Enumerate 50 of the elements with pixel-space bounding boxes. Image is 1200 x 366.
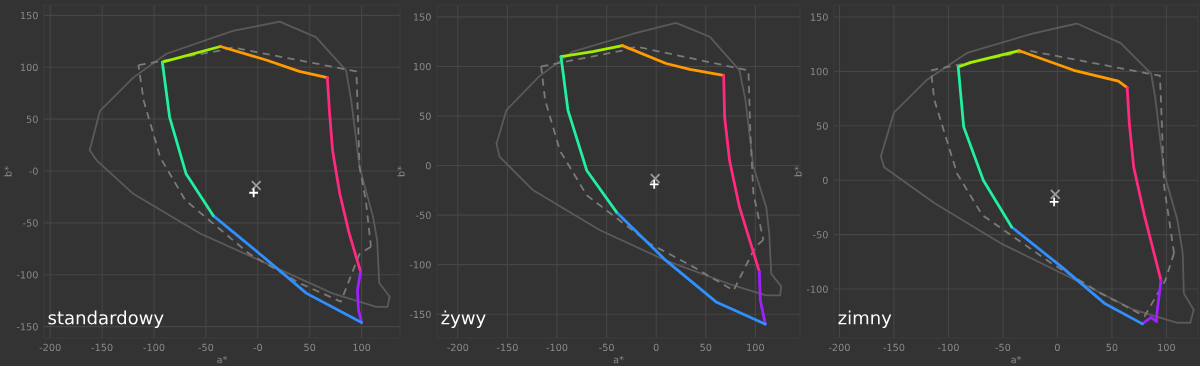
y-tick-label: 150 [810, 13, 828, 21]
y-tick-label: -100 [16, 271, 38, 279]
x-tick-label: -50 [995, 343, 1011, 352]
x-tick-label: -150 [496, 343, 518, 352]
y-tick-label: 50 [26, 115, 38, 123]
x-tick-label: -50 [198, 343, 214, 352]
annotation: standardowy [48, 310, 164, 329]
y-tick-label: -0 [29, 167, 38, 175]
x-tick-label: -200 [39, 343, 61, 352]
y-tick-label: -150 [16, 323, 38, 331]
x-tick-label: 0 [1054, 343, 1060, 352]
x-tick-label: 50 [700, 343, 712, 352]
x-tick-label: -100 [937, 343, 959, 352]
y-tick-label: -100 [806, 285, 828, 293]
y-tick-label: 150 [413, 13, 431, 21]
y-tick-label: 50 [419, 112, 431, 120]
x-tick-label: -0 [253, 343, 263, 352]
x-tick-label: 100 [747, 343, 764, 352]
x-tick-label: -150 [91, 343, 113, 352]
y-tick-label: 100 [413, 62, 431, 71]
y-axis-title: b* [397, 166, 405, 177]
x-axis-title: a* [613, 355, 624, 364]
x-tick-label: 100 [1158, 343, 1176, 352]
x-tick-label: -100 [143, 343, 165, 352]
x-tick-label: 50 [304, 343, 316, 352]
annotation: zimny [838, 310, 892, 329]
x-tick-label: -100 [546, 343, 568, 352]
x-axis-title: a* [217, 355, 228, 364]
x-tick-label: -200 [828, 343, 850, 352]
y-tick-label: -150 [409, 310, 431, 319]
y-tick-label: -50 [23, 219, 38, 227]
x-tick-label: -50 [599, 343, 614, 352]
y-tick-label: 0 [822, 176, 828, 185]
x-tick-label: 100 [353, 343, 371, 352]
y-axis-title: b* [794, 166, 802, 177]
y-tick-label: 150 [20, 11, 38, 20]
y-tick-label: -50 [813, 231, 828, 239]
y-axis-title: b* [4, 166, 12, 177]
x-tick-label: -150 [883, 343, 905, 352]
x-tick-label: 0 [653, 343, 659, 352]
y-tick-label: 50 [816, 122, 828, 130]
y-tick-label: 100 [810, 67, 828, 76]
annotation: żywy [441, 310, 486, 329]
x-tick-label: 50 [1106, 343, 1118, 352]
y-tick-label: -100 [409, 261, 431, 269]
y-tick-label: 100 [20, 63, 38, 72]
y-tick-label: -50 [416, 211, 431, 219]
y-tick-label: 0 [425, 162, 431, 170]
x-axis-title: a* [1011, 355, 1022, 364]
x-tick-label: -200 [447, 343, 469, 352]
